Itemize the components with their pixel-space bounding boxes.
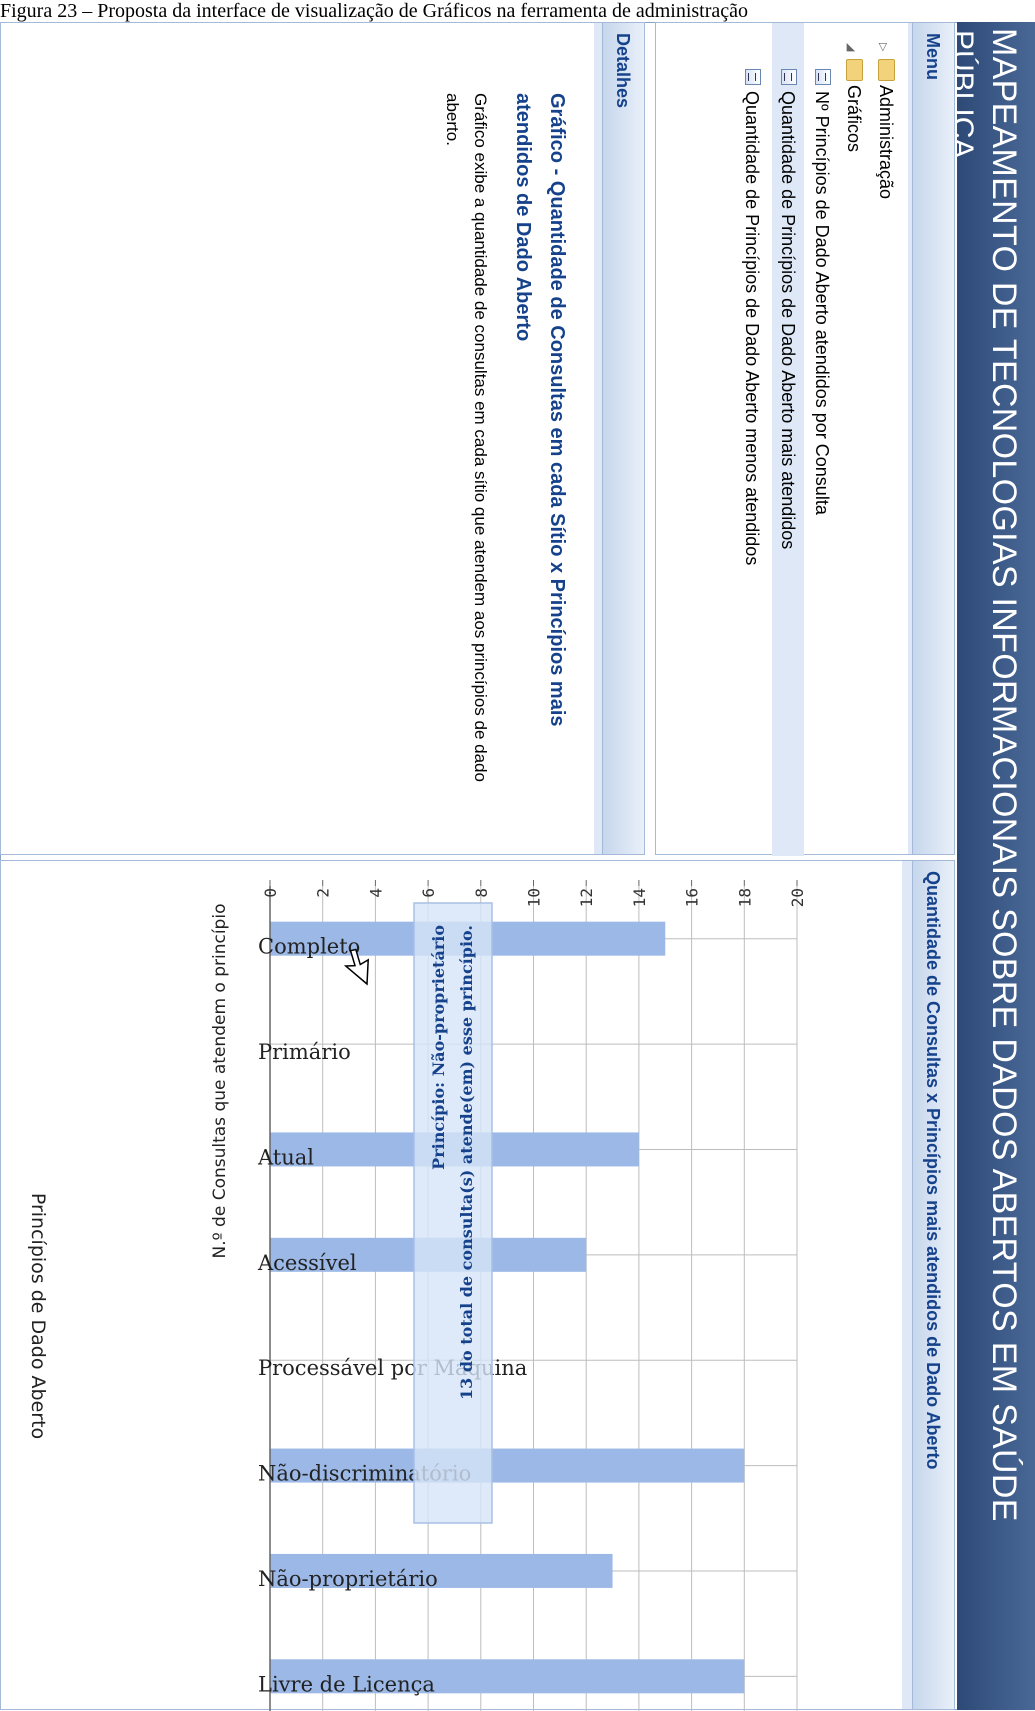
x-tick-label: Livre de Licença	[258, 1672, 435, 1696]
folder-icon	[878, 59, 896, 81]
cursor-icon	[343, 948, 370, 986]
details-panel: Detalhes Gráfico - Quantidade de Consult…	[0, 22, 645, 855]
tooltip-line2: 13 do total de consulta(s) atende(em) es…	[457, 925, 476, 1400]
tooltip-box	[413, 902, 493, 1524]
app-title-line2: PÚBLICA	[957, 30, 979, 159]
tree-item-principios-por-consulta[interactable]: Nº Princípios de Dado Aberto atendidos p…	[806, 69, 838, 515]
collapse-arrow-icon[interactable]: ◢	[845, 43, 857, 52]
chart-panel-header[interactable]: Quantidade de Consultas x Princípios mai…	[912, 861, 954, 1709]
tree-item-label: Quantidade de Princípios de Dado Aberto …	[778, 91, 798, 550]
y-axis-title: N.º de Consultas que atendem o princípio	[210, 904, 230, 1259]
folder-open-icon	[846, 59, 864, 81]
tree-item-administracao[interactable]: ▷ Administração	[870, 43, 902, 199]
chart-item-icon	[780, 69, 797, 85]
figure-caption: Figura 23 – Proposta da interface de vis…	[0, 0, 749, 22]
tree-item-graficos[interactable]: ◢ Gráficos	[838, 43, 870, 152]
y-tick-label: 2	[314, 888, 333, 898]
bar	[270, 1659, 745, 1694]
y-tick-label: 10	[525, 888, 544, 907]
y-tick-label: 12	[577, 888, 596, 907]
x-axis-title: Princípios de Dado Aberto	[27, 1193, 49, 1439]
tooltip-line1: Princípio: Não-proprietário	[429, 925, 448, 1170]
tree-item-label: Nº Princípios de Dado Aberto atendidos p…	[812, 91, 832, 515]
details-description: Gráfico exibe a quantidade de consultas …	[443, 93, 490, 782]
tree-item-label: Quantidade de Princípios de Dado Aberto …	[742, 91, 762, 566]
x-tick-label: Primário	[258, 1040, 351, 1064]
y-tick-label: 18	[735, 888, 754, 907]
x-tick-label: Não-proprietário	[258, 1567, 438, 1591]
bar-chart: 0 2 4 6 8 10 12 14 16 18 20 Completo Primário Atual Ac…	[27, 880, 807, 1711]
menu-panel-header[interactable]: Menu	[912, 23, 954, 854]
y-tick-label: 16	[683, 888, 702, 907]
chart-item-icon	[744, 69, 761, 85]
x-tick-label: Acessível	[257, 1251, 357, 1275]
tree-item-label: Administração	[876, 85, 896, 200]
y-tick-label: 8	[472, 888, 491, 898]
app-window: MAPEAMENTO DE TECNOLOGIAS INFORMACIONAIS…	[0, 22, 1035, 1711]
details-panel-header[interactable]: Detalhes	[602, 23, 644, 854]
x-tick-label: Atual	[257, 1145, 314, 1169]
expand-arrow-icon[interactable]: ▷	[877, 43, 889, 52]
y-tick-label: 0	[261, 888, 280, 898]
x-tick-label: Completo	[258, 935, 360, 959]
tree-item-principios-menos-atendidos[interactable]: Quantidade de Princípios de Dado Aberto …	[736, 69, 768, 565]
menu-panel: Menu ▷ Administração ◢ Gráficos Nº Princíp…	[655, 22, 955, 856]
y-tick-label: 6	[419, 888, 438, 898]
y-tick-label: 4	[366, 888, 385, 898]
bar	[270, 1448, 745, 1483]
chart-item-icon	[814, 69, 831, 85]
chart-panel: Quantidade de Consultas x Princípios mai…	[0, 860, 955, 1711]
app-title: MAPEAMENTO DE TECNOLOGIAS INFORMACIONAIS…	[985, 28, 1023, 1522]
y-tick-label: 14	[630, 888, 649, 907]
app-banner: MAPEAMENTO DE TECNOLOGIAS INFORMACIONAIS…	[957, 22, 1035, 1710]
bar	[270, 1553, 613, 1588]
y-tick-label: 20	[788, 888, 807, 907]
tree-item-label: Gráficos	[844, 85, 864, 153]
tree-item-principios-mais-atendidos[interactable]: Quantidade de Princípios de Dado Aberto …	[772, 23, 804, 856]
details-chart-title: Gráfico - Quantidade de Consultas em cad…	[512, 93, 568, 727]
